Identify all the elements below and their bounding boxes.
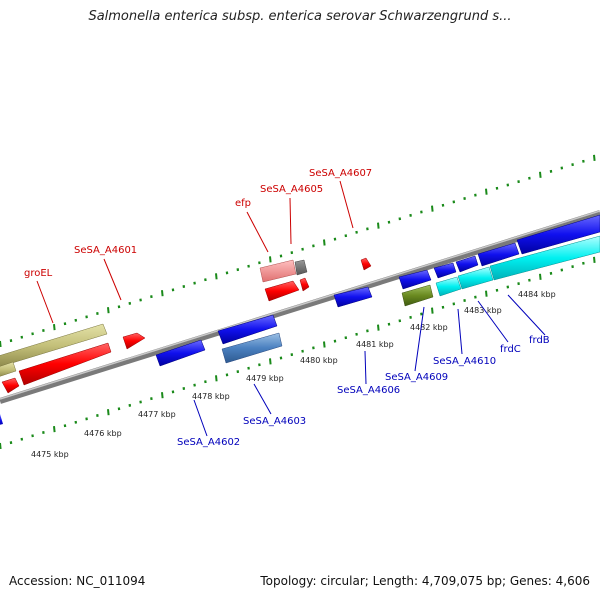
label-SeSA_A4601[interactable]: SeSA_A4601 bbox=[74, 245, 137, 256]
forward-tick bbox=[161, 290, 164, 297]
reverse-tick bbox=[269, 358, 272, 365]
kbp-label: 4484 kbp bbox=[518, 290, 556, 299]
gene-SeSA_A4605-gray[interactable] bbox=[294, 259, 308, 276]
gene-SeSA_A4609[interactable] bbox=[401, 284, 434, 307]
forward-tick bbox=[107, 307, 110, 314]
label-SeSA_A4603[interactable]: SeSA_A4603 bbox=[243, 416, 306, 427]
gene-blue-c[interactable] bbox=[455, 255, 479, 273]
forward-leaders bbox=[36, 180, 354, 324]
forward-tick bbox=[0, 340, 2, 348]
forward-gene-labels: groEL SeSA_A4601 efp SeSA_A4605 SeSA_A46… bbox=[24, 168, 372, 279]
forward-genes bbox=[0, 257, 372, 394]
forward-tick bbox=[485, 188, 488, 195]
forward-tick bbox=[377, 222, 380, 229]
label-groEL[interactable]: groEL bbox=[24, 268, 53, 279]
genome-summary: Topology: circular; Length: 4,709,075 bp… bbox=[260, 574, 590, 588]
gene-SeSA_A4603-blue[interactable] bbox=[217, 314, 278, 345]
kbp-label: 4480 kbp bbox=[300, 356, 338, 365]
reverse-tick bbox=[431, 307, 434, 314]
reverse-tick bbox=[593, 256, 596, 263]
kbp-label: 4481 kbp bbox=[356, 340, 394, 349]
forward-tick-track bbox=[0, 154, 596, 348]
label-SeSA_A4602[interactable]: SeSA_A4602 bbox=[177, 437, 240, 448]
genome-backbone-highlight bbox=[0, 210, 600, 400]
reverse-tick bbox=[215, 375, 218, 382]
label-efp[interactable]: efp bbox=[235, 198, 251, 209]
gene-SeSA_A4606[interactable] bbox=[333, 286, 373, 308]
reverse-tick bbox=[485, 290, 488, 297]
label-frdC[interactable]: frdC bbox=[500, 344, 521, 355]
forward-tick bbox=[431, 205, 434, 212]
gene-efp-small[interactable] bbox=[299, 277, 310, 292]
genome-backbone bbox=[0, 210, 600, 404]
gene-groES[interactable] bbox=[1, 377, 20, 394]
kbp-label: 4476 kbp bbox=[84, 429, 122, 438]
gene-frdB[interactable] bbox=[489, 235, 600, 281]
kbp-tick-labels: 4475 kbp 4476 kbp 4477 kbp 4478 kbp 4479… bbox=[31, 290, 556, 459]
reverse-leaders bbox=[193, 294, 546, 437]
reverse-tick-track bbox=[0, 256, 596, 450]
label-SeSA_A4610[interactable]: SeSA_A4610 bbox=[433, 356, 496, 367]
gene-SeSA_A4607[interactable] bbox=[360, 257, 372, 271]
gene-blue-e[interactable] bbox=[516, 214, 600, 255]
forward-tick bbox=[269, 256, 272, 263]
label-frdB[interactable]: frdB bbox=[529, 335, 550, 346]
reverse-gene-labels: SeSA_A4602 SeSA_A4603 SeSA_A4606 SeSA_A4… bbox=[177, 335, 550, 448]
gene-blue-d[interactable] bbox=[477, 242, 520, 267]
forward-tick bbox=[323, 239, 326, 246]
gene-frdA[interactable] bbox=[435, 276, 462, 297]
gene-SeSA_A4601[interactable] bbox=[122, 332, 146, 350]
reverse-tick bbox=[377, 324, 380, 331]
gene-blue-left-edge[interactable] bbox=[0, 414, 3, 426]
kbp-label: 4479 kbp bbox=[246, 374, 284, 383]
gene-SeSA_A4602[interactable] bbox=[155, 339, 206, 367]
forward-tick bbox=[539, 171, 542, 178]
kbp-label: 4483 kbp bbox=[464, 306, 502, 315]
reverse-tick bbox=[539, 273, 542, 280]
kbp-label: 4477 kbp bbox=[138, 410, 176, 419]
label-SeSA_A4609[interactable]: SeSA_A4609 bbox=[385, 372, 448, 383]
gene-olive-small[interactable] bbox=[0, 361, 17, 377]
gene-SeSA_A4603[interactable] bbox=[221, 332, 283, 364]
reverse-tick bbox=[161, 392, 164, 399]
label-SeSA_A4606[interactable]: SeSA_A4606 bbox=[337, 385, 400, 396]
forward-tick bbox=[215, 273, 218, 280]
reverse-tick bbox=[0, 442, 2, 450]
reverse-tick bbox=[53, 426, 56, 433]
reverse-tick bbox=[107, 409, 110, 416]
forward-tick bbox=[53, 324, 56, 331]
kbp-label: 4478 kbp bbox=[192, 392, 230, 401]
accession-label: Accession: NC_011094 bbox=[9, 574, 146, 588]
reverse-genes bbox=[0, 214, 600, 426]
gene-blue-b[interactable] bbox=[433, 262, 457, 279]
label-SeSA_A4607[interactable]: SeSA_A4607 bbox=[309, 168, 372, 179]
genome-title: Salmonella enterica subsp. enterica sero… bbox=[88, 9, 512, 24]
gene-groEL[interactable] bbox=[18, 342, 112, 386]
gene-SeSA_A4610[interactable] bbox=[457, 266, 494, 290]
kbp-label: 4482 kbp bbox=[410, 323, 448, 332]
gene-groEL-olive[interactable] bbox=[0, 323, 108, 367]
gene-efp[interactable] bbox=[264, 280, 300, 302]
label-SeSA_A4605[interactable]: SeSA_A4605 bbox=[260, 184, 323, 195]
gene-SeSA_A4605-pink[interactable] bbox=[259, 259, 297, 283]
gene-blue-a[interactable] bbox=[398, 269, 432, 290]
kbp-label: 4475 kbp bbox=[31, 450, 69, 459]
forward-tick bbox=[593, 154, 596, 161]
reverse-tick bbox=[323, 341, 326, 348]
